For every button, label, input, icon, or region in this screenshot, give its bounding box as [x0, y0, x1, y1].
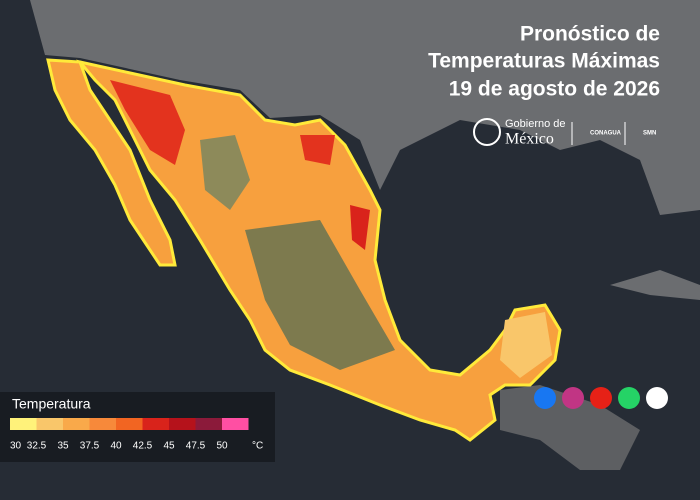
legend-swatch	[142, 418, 169, 430]
legend: 30 32.5 35 37.5 40 42.5 45 47.5 50	[10, 418, 249, 452]
gobierno-emblem	[473, 118, 501, 146]
legend-tick-label: 32.5	[27, 441, 47, 452]
legend-tick-label: 30	[10, 441, 22, 452]
social-icons	[534, 387, 668, 409]
yucatan-zone	[500, 312, 552, 378]
whatsapp-icon[interactable]	[618, 387, 640, 409]
legend-tick-label: 42.5	[133, 441, 153, 452]
legend-title: Temperatura	[12, 396, 91, 412]
instagram-icon[interactable]	[562, 387, 584, 409]
legend-tick-label: 40	[110, 441, 122, 452]
legend-swatch	[36, 418, 63, 430]
facebook-icon[interactable]	[534, 387, 556, 409]
baja-california	[46, 58, 177, 267]
logo-text: CONAGUA	[590, 131, 622, 137]
hot-zone-sonora	[110, 80, 185, 165]
logo-text: México	[505, 131, 554, 148]
logo-text: SMN	[643, 131, 656, 137]
legend-tick-label: 37.5	[80, 441, 100, 452]
title-line: Temperaturas Máximas	[428, 50, 660, 73]
title-line: Pronóstico de	[520, 23, 660, 46]
logo-text: Gobierno de	[505, 118, 566, 130]
youtube-icon[interactable]	[590, 387, 612, 409]
legend-swatch	[195, 418, 222, 430]
legend-swatch	[89, 418, 116, 430]
legend-swatch	[116, 418, 143, 430]
legend-swatch	[63, 418, 90, 430]
legend-tick-label: 50	[216, 441, 228, 452]
cool-zone-central	[245, 220, 395, 370]
hot-zone-coahuila	[300, 135, 335, 165]
cool-zone-sierra	[200, 135, 250, 210]
legend-tick-label: 45	[163, 441, 175, 452]
legend-swatch	[10, 418, 37, 430]
cuba	[610, 270, 700, 300]
usa-land	[0, 0, 700, 215]
central-america	[500, 385, 640, 470]
legend-tick-label: 47.5	[186, 441, 206, 452]
x-icon[interactable]	[646, 387, 668, 409]
legend-swatch	[169, 418, 196, 430]
title-line: 19 de agosto de 2026	[449, 78, 660, 101]
hot-zone-tamaulipas	[350, 205, 370, 250]
legend-tick-label: 35	[57, 441, 69, 452]
legend-unit: °C	[252, 441, 263, 452]
legend-swatch	[222, 418, 249, 430]
